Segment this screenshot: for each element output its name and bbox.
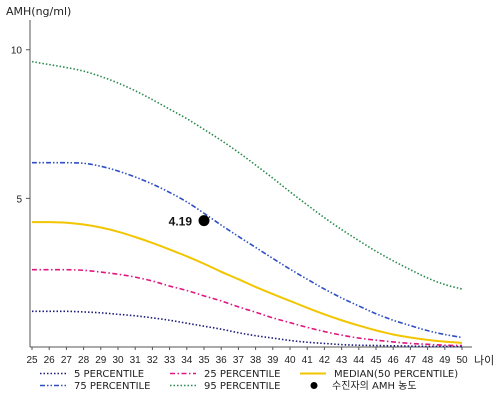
legend-label: 25 PERCENTILE <box>204 369 280 380</box>
x-tick-label: 49 <box>439 355 451 366</box>
y-tick-label: 10 <box>11 46 23 57</box>
x-tick-label: 26 <box>44 355 56 366</box>
x-tick-label: 40 <box>284 355 296 366</box>
x-tick-label: 45 <box>370 355 382 366</box>
x-ticks: 25 26 27 28 29 30 31 32 33 34 35 36 37 38 39 40 41 42 43 44… <box>26 347 468 366</box>
series-line-75-percentile <box>32 161 463 339</box>
x-tick-label: 44 <box>353 355 365 366</box>
patient-amh-point <box>198 215 210 227</box>
legend-label: 5 PERCENTILE <box>74 369 144 380</box>
y-axis-title: AMH(ng/ml) <box>6 5 71 18</box>
x-tick-label: 35 <box>198 355 210 366</box>
y-ticks: 5 10 <box>11 46 30 205</box>
legend-label: 75 PERCENTILE <box>74 381 150 392</box>
legend-marker-swatch <box>310 382 318 389</box>
series-line-5-percentile <box>32 310 463 348</box>
x-tick-label: 30 <box>112 355 124 366</box>
patient-amh-value-label: 4.19 <box>169 215 193 229</box>
x-tick-label: 50 <box>456 355 468 366</box>
legend: 5 PERCENTILE 25 PERCENTILE MEDIAN(50 PERCE… <box>40 369 458 392</box>
x-tick-label: 33 <box>164 355 176 366</box>
x-tick-label: 46 <box>388 355 400 366</box>
x-tick-label: 41 <box>302 355 314 366</box>
legend-label: MEDIAN(50 PERCENTILE) <box>334 369 458 380</box>
x-tick-label: 37 <box>233 355 245 366</box>
legend-label: 수진자의 AMH 농도 <box>332 380 417 392</box>
x-tick-label: 48 <box>422 355 434 366</box>
x-tick-label: 25 <box>26 355 38 366</box>
x-tick-label: 42 <box>319 355 331 366</box>
series-line-95-percentile <box>31 60 463 290</box>
x-tick-label: 43 <box>336 355 348 366</box>
x-tick-label: 31 <box>130 355 142 366</box>
x-tick-label: 36 <box>216 355 228 366</box>
legend-label: 95 PERCENTILE <box>204 381 280 392</box>
x-tick-label: 34 <box>181 355 193 366</box>
patient-marker-group: 4.19 <box>169 215 210 229</box>
x-tick-label: 28 <box>78 355 90 366</box>
x-tick-label: 47 <box>405 355 417 366</box>
x-tick-label: 32 <box>147 355 159 366</box>
x-tick-label: 29 <box>95 355 107 366</box>
series-lines <box>31 60 463 348</box>
x-tick-label: 27 <box>61 355 73 366</box>
series-line-25-percentile <box>32 268 463 347</box>
x-axis-title: 나이 <box>474 354 494 367</box>
series-line-median-50-percentile <box>31 221 463 344</box>
x-tick-label: 38 <box>250 355 262 366</box>
x-tick-label: 39 <box>267 355 279 366</box>
y-tick-label: 5 <box>16 194 22 205</box>
